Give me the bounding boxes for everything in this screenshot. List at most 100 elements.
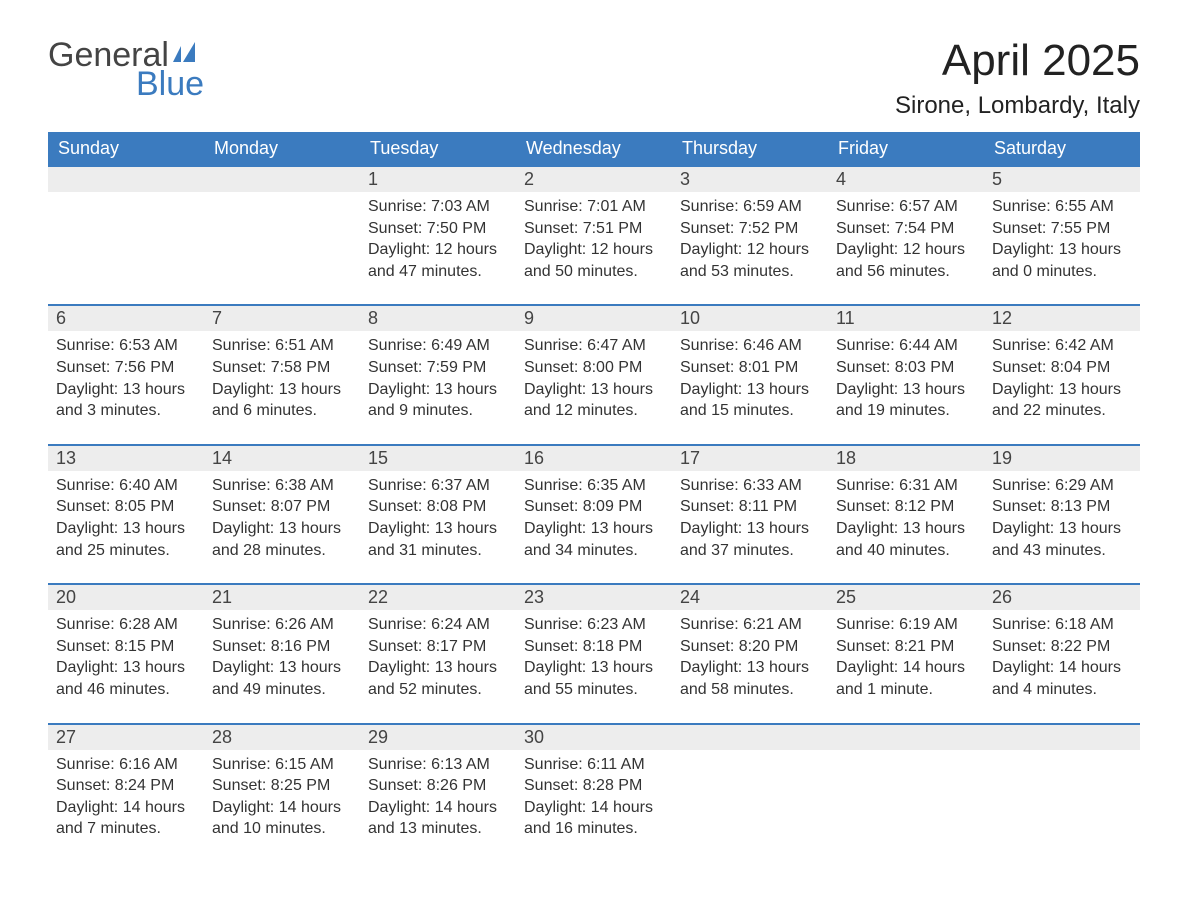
sunset-text: Sunset: 8:28 PM <box>524 775 664 797</box>
day-header: Tuesday <box>360 132 516 165</box>
daylight-text: Daylight: 13 hours and 0 minutes. <box>992 239 1132 282</box>
day-number-bar: 30 <box>516 723 672 750</box>
day-body: Sunrise: 6:37 AMSunset: 8:08 PMDaylight:… <box>360 471 516 583</box>
daylight-text: Daylight: 13 hours and 34 minutes. <box>524 518 664 561</box>
sunset-text: Sunset: 7:56 PM <box>56 357 196 379</box>
sunrise-text: Sunrise: 6:38 AM <box>212 475 352 497</box>
day-cell: 26Sunrise: 6:18 AMSunset: 8:22 PMDayligh… <box>984 583 1140 722</box>
sunrise-text: Sunrise: 6:26 AM <box>212 614 352 636</box>
daylight-text: Daylight: 13 hours and 58 minutes. <box>680 657 820 700</box>
daylight-text: Daylight: 13 hours and 40 minutes. <box>836 518 976 561</box>
sunrise-text: Sunrise: 6:46 AM <box>680 335 820 357</box>
sunrise-text: Sunrise: 6:31 AM <box>836 475 976 497</box>
day-header: Monday <box>204 132 360 165</box>
day-cell: 15Sunrise: 6:37 AMSunset: 8:08 PMDayligh… <box>360 444 516 583</box>
sunrise-text: Sunrise: 6:13 AM <box>368 754 508 776</box>
day-number-bar <box>984 723 1140 750</box>
day-number-bar: 16 <box>516 444 672 471</box>
sunrise-text: Sunrise: 6:16 AM <box>56 754 196 776</box>
day-cell: 30Sunrise: 6:11 AMSunset: 8:28 PMDayligh… <box>516 723 672 862</box>
daylight-text: Daylight: 13 hours and 43 minutes. <box>992 518 1132 561</box>
sunset-text: Sunset: 8:04 PM <box>992 357 1132 379</box>
day-number-bar: 9 <box>516 304 672 331</box>
sunset-text: Sunset: 8:26 PM <box>368 775 508 797</box>
day-number-bar <box>828 723 984 750</box>
day-body: Sunrise: 6:47 AMSunset: 8:00 PMDaylight:… <box>516 331 672 443</box>
day-body: Sunrise: 6:24 AMSunset: 8:17 PMDaylight:… <box>360 610 516 722</box>
day-header: Thursday <box>672 132 828 165</box>
day-cell <box>48 165 204 304</box>
day-body: Sunrise: 6:53 AMSunset: 7:56 PMDaylight:… <box>48 331 204 443</box>
page-header: General Blue April 2025 Sirone, Lombardy… <box>48 36 1140 120</box>
day-number-bar: 24 <box>672 583 828 610</box>
daylight-text: Daylight: 12 hours and 47 minutes. <box>368 239 508 282</box>
day-number-bar: 26 <box>984 583 1140 610</box>
sunrise-text: Sunrise: 6:47 AM <box>524 335 664 357</box>
day-header: Friday <box>828 132 984 165</box>
sunrise-text: Sunrise: 6:28 AM <box>56 614 196 636</box>
day-number-bar: 7 <box>204 304 360 331</box>
day-body: Sunrise: 6:55 AMSunset: 7:55 PMDaylight:… <box>984 192 1140 304</box>
daylight-text: Daylight: 13 hours and 52 minutes. <box>368 657 508 700</box>
month-title: April 2025 <box>895 36 1140 86</box>
day-number-bar: 20 <box>48 583 204 610</box>
day-body: Sunrise: 6:16 AMSunset: 8:24 PMDaylight:… <box>48 750 204 862</box>
sunrise-text: Sunrise: 6:19 AM <box>836 614 976 636</box>
sunset-text: Sunset: 8:12 PM <box>836 496 976 518</box>
day-cell: 14Sunrise: 6:38 AMSunset: 8:07 PMDayligh… <box>204 444 360 583</box>
daylight-text: Daylight: 13 hours and 12 minutes. <box>524 379 664 422</box>
day-body: Sunrise: 6:40 AMSunset: 8:05 PMDaylight:… <box>48 471 204 583</box>
sunrise-text: Sunrise: 6:40 AM <box>56 475 196 497</box>
day-cell: 25Sunrise: 6:19 AMSunset: 8:21 PMDayligh… <box>828 583 984 722</box>
day-cell: 19Sunrise: 6:29 AMSunset: 8:13 PMDayligh… <box>984 444 1140 583</box>
logo-text-blue: Blue <box>136 65 204 104</box>
day-body: Sunrise: 6:51 AMSunset: 7:58 PMDaylight:… <box>204 331 360 443</box>
day-number-bar: 14 <box>204 444 360 471</box>
sunset-text: Sunset: 8:00 PM <box>524 357 664 379</box>
day-number-bar: 22 <box>360 583 516 610</box>
sunrise-text: Sunrise: 7:01 AM <box>524 196 664 218</box>
day-body: Sunrise: 6:19 AMSunset: 8:21 PMDaylight:… <box>828 610 984 722</box>
day-body: Sunrise: 6:33 AMSunset: 8:11 PMDaylight:… <box>672 471 828 583</box>
daylight-text: Daylight: 13 hours and 3 minutes. <box>56 379 196 422</box>
sunrise-text: Sunrise: 6:53 AM <box>56 335 196 357</box>
day-number-bar: 15 <box>360 444 516 471</box>
sunset-text: Sunset: 8:15 PM <box>56 636 196 658</box>
day-number-bar: 25 <box>828 583 984 610</box>
day-cell <box>828 723 984 862</box>
day-cell: 29Sunrise: 6:13 AMSunset: 8:26 PMDayligh… <box>360 723 516 862</box>
day-cell: 28Sunrise: 6:15 AMSunset: 8:25 PMDayligh… <box>204 723 360 862</box>
day-cell: 18Sunrise: 6:31 AMSunset: 8:12 PMDayligh… <box>828 444 984 583</box>
day-body: Sunrise: 6:18 AMSunset: 8:22 PMDaylight:… <box>984 610 1140 722</box>
week-row: 13Sunrise: 6:40 AMSunset: 8:05 PMDayligh… <box>48 444 1140 583</box>
day-body: Sunrise: 6:29 AMSunset: 8:13 PMDaylight:… <box>984 471 1140 583</box>
daylight-text: Daylight: 12 hours and 50 minutes. <box>524 239 664 282</box>
day-number-bar: 10 <box>672 304 828 331</box>
day-number-bar: 3 <box>672 165 828 192</box>
sunset-text: Sunset: 8:16 PM <box>212 636 352 658</box>
sunrise-text: Sunrise: 7:03 AM <box>368 196 508 218</box>
day-body <box>204 192 360 218</box>
daylight-text: Daylight: 13 hours and 19 minutes. <box>836 379 976 422</box>
day-cell: 2Sunrise: 7:01 AMSunset: 7:51 PMDaylight… <box>516 165 672 304</box>
daylight-text: Daylight: 14 hours and 4 minutes. <box>992 657 1132 700</box>
sunset-text: Sunset: 8:05 PM <box>56 496 196 518</box>
logo: General Blue <box>48 36 207 104</box>
day-body: Sunrise: 6:57 AMSunset: 7:54 PMDaylight:… <box>828 192 984 304</box>
day-cell: 3Sunrise: 6:59 AMSunset: 7:52 PMDaylight… <box>672 165 828 304</box>
daylight-text: Daylight: 13 hours and 25 minutes. <box>56 518 196 561</box>
sunset-text: Sunset: 8:25 PM <box>212 775 352 797</box>
day-body: Sunrise: 6:21 AMSunset: 8:20 PMDaylight:… <box>672 610 828 722</box>
sunset-text: Sunset: 7:54 PM <box>836 218 976 240</box>
day-body <box>984 750 1140 776</box>
day-cell: 5Sunrise: 6:55 AMSunset: 7:55 PMDaylight… <box>984 165 1140 304</box>
daylight-text: Daylight: 13 hours and 15 minutes. <box>680 379 820 422</box>
day-number-bar <box>672 723 828 750</box>
day-cell: 27Sunrise: 6:16 AMSunset: 8:24 PMDayligh… <box>48 723 204 862</box>
title-block: April 2025 Sirone, Lombardy, Italy <box>895 36 1140 120</box>
day-body: Sunrise: 7:01 AMSunset: 7:51 PMDaylight:… <box>516 192 672 304</box>
sunset-text: Sunset: 8:11 PM <box>680 496 820 518</box>
daylight-text: Daylight: 14 hours and 1 minute. <box>836 657 976 700</box>
day-number-bar <box>204 165 360 192</box>
sunset-text: Sunset: 8:24 PM <box>56 775 196 797</box>
